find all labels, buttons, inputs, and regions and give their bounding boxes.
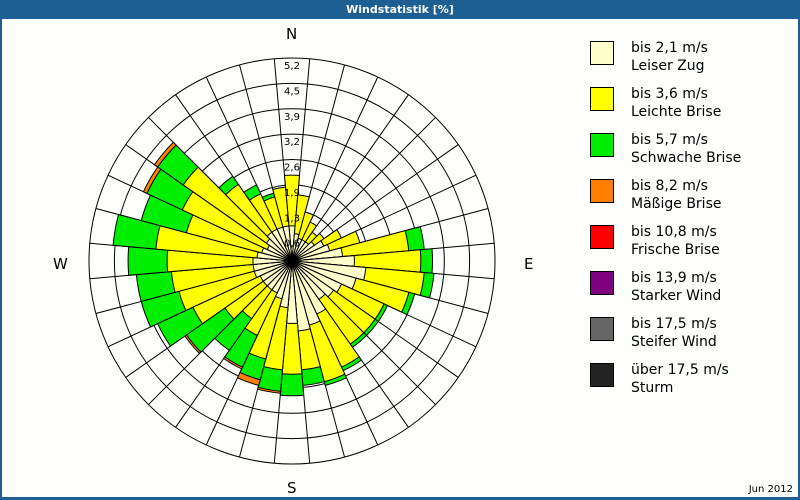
ring-label: 4,5	[284, 86, 300, 97]
ring-label: 5,2	[284, 61, 300, 72]
legend-label: Leiser Zug	[631, 58, 705, 74]
ring-label: 2,6	[284, 163, 300, 174]
footer-date: Jun 2012	[748, 484, 793, 495]
legend-label: Sturm	[631, 380, 674, 396]
ring-label: 1,9	[284, 188, 300, 199]
ring-label: 0,6	[284, 239, 300, 250]
ring-label: 1,3	[284, 213, 300, 224]
ring-label: 3,9	[284, 112, 300, 123]
legend-swatch	[590, 87, 614, 111]
legend-speed: bis 2,1 m/s	[631, 40, 708, 56]
legend-swatch	[590, 41, 614, 65]
legend-swatch	[590, 179, 614, 203]
legend-label: Mäßige Brise	[631, 196, 722, 212]
compass-east: E	[524, 255, 534, 273]
wind-sector	[282, 225, 293, 262]
compass-south: S	[287, 479, 297, 497]
legend-speed: bis 8,2 m/s	[631, 178, 708, 194]
legend-label: Frische Brise	[631, 242, 720, 258]
chart-title: Windstatistik [%]	[346, 3, 454, 16]
wind-sector	[283, 174, 301, 262]
plot-area: 0,6 1,3 1,9 2,6 3,2 3,9 4,5 5,2 N E S W bis 2,1…	[2, 19, 798, 497]
wind-rose: 0,6 1,3 1,9 2,6 3,2 3,9 4,5 5,2	[88, 57, 496, 465]
legend-swatch	[590, 225, 614, 249]
legend-speed: über 17,5 m/s	[631, 362, 729, 378]
legend-swatch	[590, 133, 614, 157]
legend-speed: bis 13,9 m/s	[631, 270, 717, 286]
legend-speed: bis 3,6 m/s	[631, 86, 708, 102]
legend-swatch	[590, 271, 614, 295]
legend-speed: bis 17,5 m/s	[631, 316, 717, 332]
legend-label: Leichte Brise	[631, 104, 722, 120]
compass-north: N	[286, 25, 298, 43]
compass-west: W	[53, 255, 68, 273]
legend-swatch	[590, 317, 614, 341]
legend-speed: bis 5,7 m/s	[631, 132, 708, 148]
legend-label: Starker Wind	[631, 288, 722, 304]
wind-sector	[182, 166, 293, 262]
legend-speed: bis 10,8 m/s	[631, 224, 717, 240]
ring-label: 3,2	[284, 137, 300, 148]
legend-label: Schwache Brise	[631, 150, 742, 166]
legend-swatch	[590, 363, 614, 387]
legend-label: Steifer Wind	[631, 334, 717, 350]
